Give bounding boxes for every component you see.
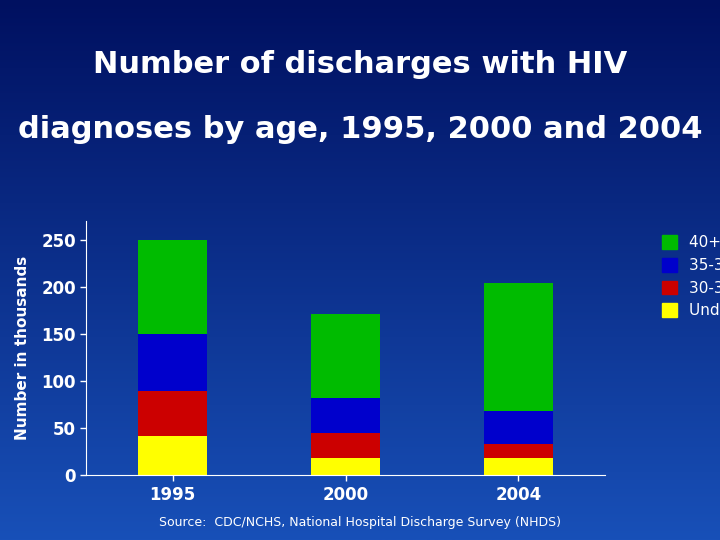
Bar	[484, 282, 553, 411]
Bar	[484, 458, 553, 475]
Bar	[484, 411, 553, 444]
Bar	[138, 240, 207, 334]
Y-axis label: Number in thousands: Number in thousands	[15, 256, 30, 441]
Bar	[138, 334, 207, 390]
Text: Source:  CDC/NCHS, National Hospital Discharge Survey (NHDS): Source: CDC/NCHS, National Hospital Disc…	[159, 516, 561, 529]
Bar	[311, 458, 380, 475]
Bar	[311, 398, 380, 433]
Bar	[484, 444, 553, 458]
Bar	[138, 436, 207, 475]
Bar	[138, 390, 207, 436]
Bar	[311, 433, 380, 458]
Text: diagnoses by age, 1995, 2000 and 2004: diagnoses by age, 1995, 2000 and 2004	[18, 115, 702, 144]
Text: Number of discharges with HIV: Number of discharges with HIV	[93, 50, 627, 79]
Bar	[311, 314, 380, 398]
Legend: 40+ yrs, 35-39 yrs, 30-34 yrs, Under 30 yrs: 40+ yrs, 35-39 yrs, 30-34 yrs, Under 30 …	[655, 229, 720, 325]
